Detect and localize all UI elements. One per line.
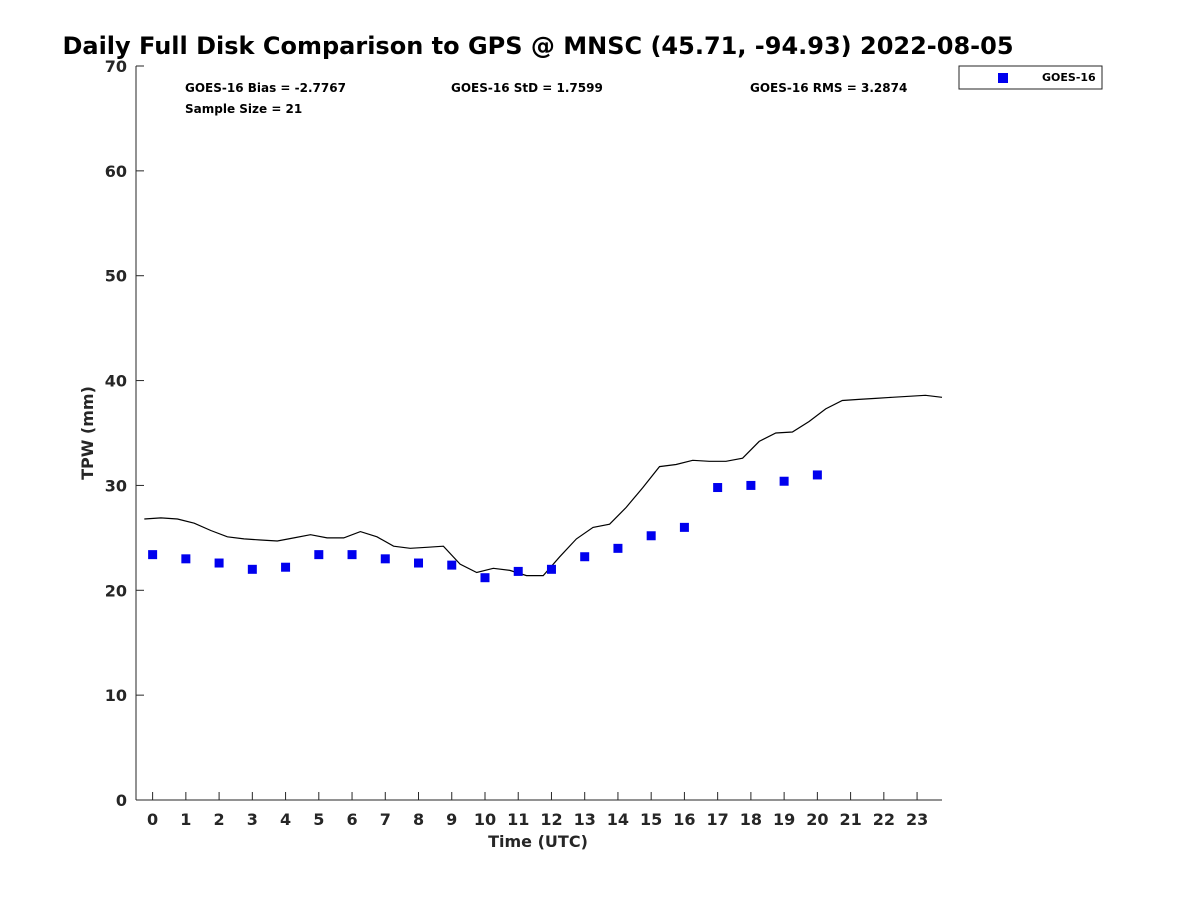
x-tick-label: 2 <box>214 810 225 829</box>
x-tick-label: 19 <box>773 810 795 829</box>
x-tick-label: 13 <box>574 810 596 829</box>
goes16-point <box>646 531 656 541</box>
bias-stat: GOES-16 Bias = -2.7767 <box>185 81 346 95</box>
legend-box <box>958 65 1103 90</box>
goes16-point <box>713 483 723 493</box>
stats-annotations: GOES-16 Bias = -2.7767 GOES-16 StD = 1.7… <box>185 81 907 116</box>
x-tick-label: 9 <box>446 810 457 829</box>
goes16-point <box>679 522 689 532</box>
goes16-point <box>480 573 490 583</box>
gps-line-series <box>144 394 943 577</box>
goes16-point <box>281 562 291 572</box>
std-stat: GOES-16 StD = 1.7599 <box>451 81 603 95</box>
goes16-point <box>580 552 590 562</box>
goes16-point <box>812 470 822 480</box>
x-tick-label: 23 <box>906 810 928 829</box>
sample-size-stat: Sample Size = 21 <box>185 102 302 116</box>
x-tick-label: 6 <box>346 810 357 829</box>
goes16-point <box>380 554 390 564</box>
x-axis-label: Time (UTC) <box>488 832 588 851</box>
y-tick-label: 70 <box>105 57 127 76</box>
gps-tpw-line <box>144 394 943 577</box>
goes16-point <box>214 558 224 568</box>
goes16-point <box>746 480 756 490</box>
goes16-point <box>181 554 191 564</box>
x-tick-label: 22 <box>873 810 895 829</box>
x-tick-label: 14 <box>607 810 629 829</box>
x-tick-label: 5 <box>313 810 324 829</box>
y-tick-label: 30 <box>105 476 127 495</box>
y-tick-label: 20 <box>105 581 127 600</box>
plot-area <box>135 66 942 801</box>
goes16-point <box>414 558 424 568</box>
x-tick-label: 15 <box>640 810 662 829</box>
goes16-point <box>546 564 556 574</box>
legend-marker-square <box>998 73 1008 83</box>
x-tick-label: 12 <box>540 810 562 829</box>
x-tick-label: 3 <box>247 810 258 829</box>
x-tick-label: 1 <box>180 810 191 829</box>
y-tick-label: 40 <box>105 372 127 391</box>
legend-label-goes16: GOES-16 <box>1042 71 1096 84</box>
goes16-scatter-series <box>148 470 822 583</box>
x-tick-label: 4 <box>280 810 291 829</box>
y-tick-label: 60 <box>105 162 127 181</box>
x-axis-ticks: 0 1 2 3 4 5 6 7 8 9 10 11 12 13 14 15 16 17 18 19 20 21 22 23 <box>147 792 928 829</box>
y-axis-label: TPW (mm) <box>78 386 97 480</box>
rms-stat: GOES-16 RMS = 3.2874 <box>750 81 907 95</box>
goes16-point <box>613 543 623 553</box>
x-tick-label: 21 <box>839 810 861 829</box>
goes16-point <box>247 564 257 574</box>
x-tick-label: 18 <box>740 810 762 829</box>
goes16-point <box>447 560 457 570</box>
goes16-point <box>779 476 789 486</box>
x-tick-label: 11 <box>507 810 529 829</box>
x-tick-label: 10 <box>474 810 496 829</box>
x-tick-label: 16 <box>673 810 695 829</box>
chart-title: Daily Full Disk Comparison to GPS @ MNSC… <box>62 32 1013 60</box>
goes16-point <box>513 566 523 576</box>
x-tick-label: 0 <box>147 810 158 829</box>
y-tick-label: 10 <box>105 686 127 705</box>
goes16-point <box>148 550 158 560</box>
x-tick-label: 7 <box>380 810 391 829</box>
goes16-point <box>347 550 357 560</box>
x-tick-label: 17 <box>707 810 729 829</box>
legend: GOES-16 <box>958 65 1103 90</box>
y-axis-ticks: 0 10 20 30 40 50 60 70 <box>105 57 144 810</box>
x-tick-label: 8 <box>413 810 424 829</box>
x-tick-label: 20 <box>806 810 828 829</box>
y-tick-label: 50 <box>105 267 127 286</box>
goes16-point <box>314 550 324 560</box>
y-tick-label: 0 <box>116 791 127 810</box>
